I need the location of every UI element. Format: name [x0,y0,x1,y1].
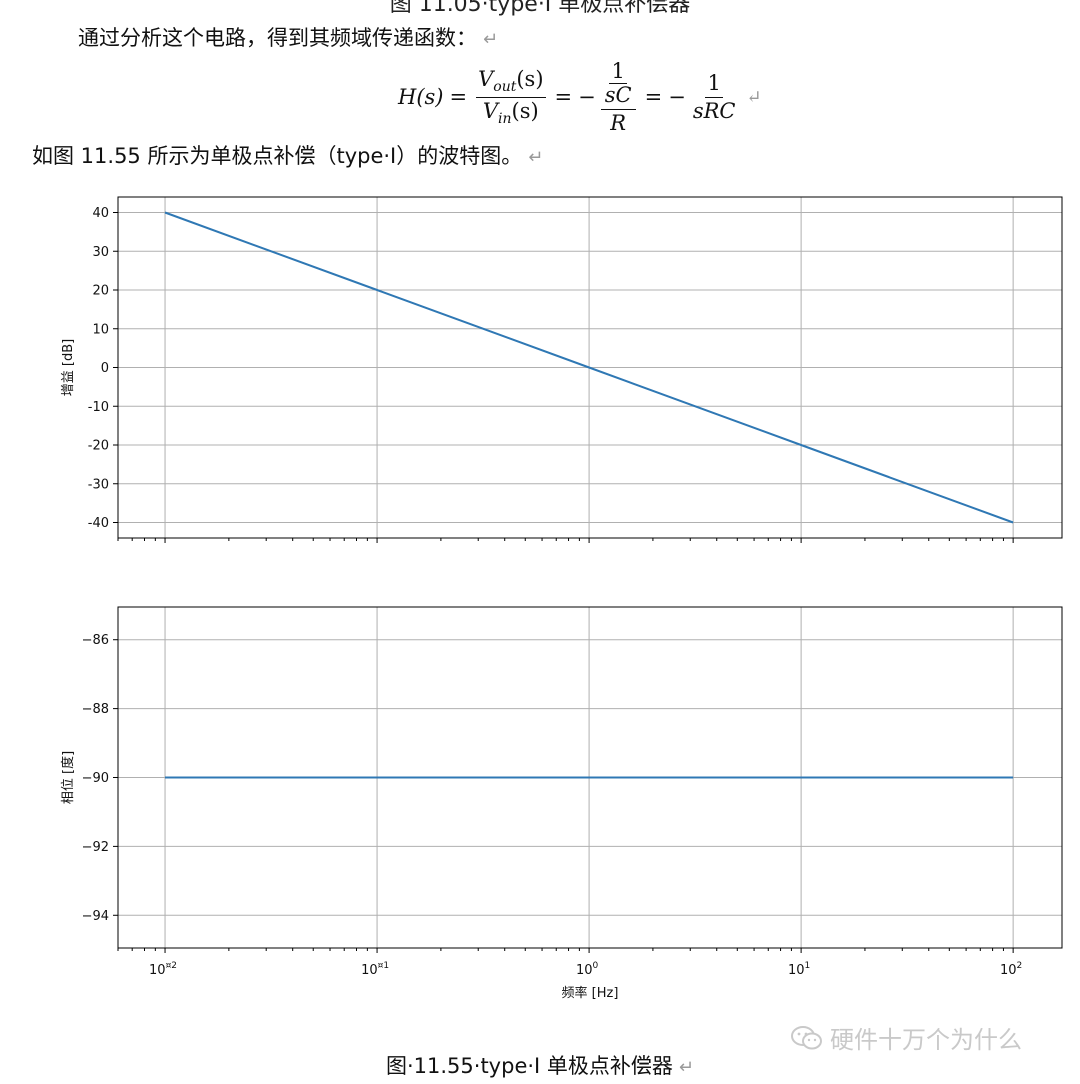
wechat-icon [791,1025,822,1049]
y-tick-label: −86 [82,633,109,648]
vin-arg: (s) [511,98,539,123]
intro-text: 通过分析这个电路，得到其频域传递函数： [78,26,477,50]
formula-minus-2: − [668,85,686,109]
formula-equals-3: = [644,85,663,109]
denominator-sRC: sRC [692,98,736,123]
y-tick-label: 20 [92,284,109,299]
y-tick-label: −92 [82,840,109,855]
y-tick-label: −90 [82,771,109,786]
one-over-sC: 1 sC [603,60,634,107]
return-mark-3: ↵ [678,1057,695,1078]
vout-symbol: V [478,67,494,92]
formula-equals: = [449,85,468,109]
denominator-R: R [610,110,627,135]
figure-caption: 图·11.55·type·I 单极点补偿器 ↵ [0,1050,1080,1080]
axes-frame [117,606,1063,949]
gain-axes: 40 30 20 10 0 -10 -20 -30 -40 增益 [dB] [61,196,1063,543]
y-tick-label: -20 [88,439,109,454]
transfer-function-formula: H(s) = Vout(s) Vin(s) = − 1 sC R = − 1 s… [398,58,762,136]
data-series-line [164,211,1014,524]
figure-caption-text: 图·11.55·type·I 单极点补偿器 [385,1054,673,1078]
phase-axes: −86 −88 −90 −92 −94 相位 [度] 10¤2 10¤1 100 101 102 频率… [60,606,1063,1001]
watermark-text: 硬件十万个为什么 [830,1026,1022,1054]
compound-fraction: 1 sC R [600,59,636,135]
figure-reference-paragraph: 如图 11.55 所示为单极点补偿（type·I）的波特图。 ↵ [32,140,543,170]
return-mark: ↵ [483,29,499,50]
y-tick-label: −94 [82,909,109,924]
y-tick-label: 40 [92,206,109,221]
one-over-sRC: 1 sRC [691,71,738,122]
vout-over-vin: Vout(s) Vin(s) [476,67,546,127]
axes-frame [117,196,1063,539]
inner-one: 1 [609,59,627,85]
inner-sC: sC [604,83,632,108]
y-tick-label: -10 [88,400,109,415]
y-tick-label: -30 [88,477,109,492]
vout-arg: (s) [516,67,544,92]
x-tick-label: 100 [576,961,599,978]
y-axis-label: 相位 [度] [60,751,76,804]
figure-reference-text: 如图 11.55 所示为单极点补偿（type·I）的波特图。 [32,144,523,168]
y-tick-label: 30 [92,245,109,260]
vin-subscript: in [498,110,512,127]
intro-paragraph: 通过分析这个电路，得到其频域传递函数： ↵ [78,22,498,52]
return-mark-formula: ↵ [746,86,762,108]
formula-minus: − [578,85,596,109]
x-tick-label: 101 [788,961,810,978]
return-mark-2: ↵ [528,147,544,168]
watermark: 硬件十万个为什么 [790,1020,1022,1055]
x-tick-label: 10¤2 [149,961,177,978]
x-axis-label: 频率 [Hz] [562,985,619,1001]
top-caption: 图 11.05·type·I 单极点补偿器 [389,0,691,17]
vout-subscript: out [493,79,517,96]
x-tick-label: 102 [1000,961,1022,978]
formula-lhs: H(s) [398,85,444,109]
formula-equals-2: = [554,85,573,109]
numerator-one: 1 [705,71,723,98]
y-tick-label: 10 [92,322,109,337]
vin-symbol: V [482,98,499,123]
y-tick-label: 0 [101,361,109,376]
y-tick-label: −88 [82,702,109,717]
x-tick-label: 10¤1 [361,961,389,978]
y-axis-label: 增益 [dB] [61,339,76,396]
y-tick-label: -40 [88,516,109,531]
